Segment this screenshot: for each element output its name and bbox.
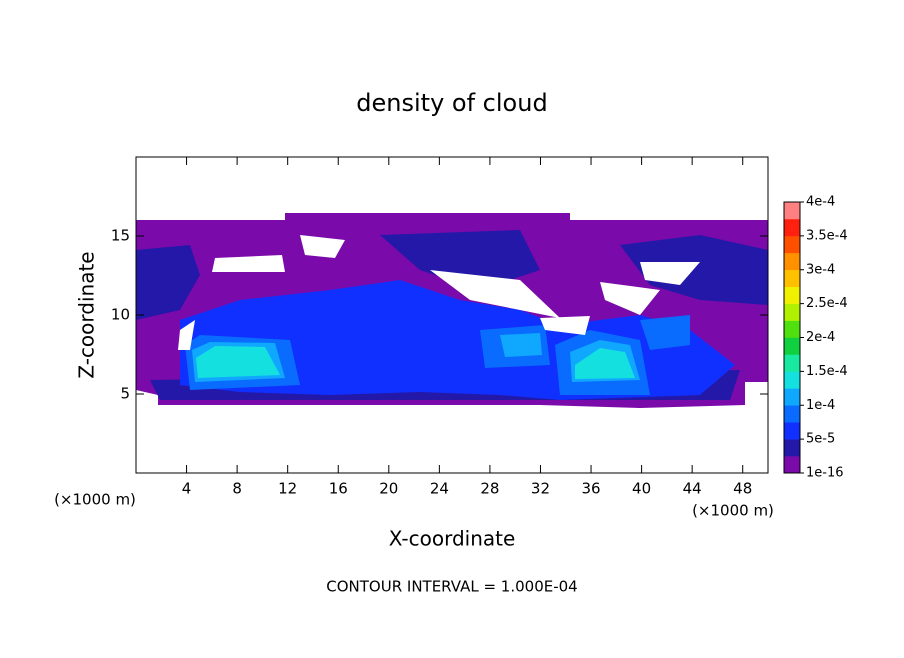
axes: 4 8 12 16 20 24 28 32 36 40 44 48510151e-165e-51e-4…: [111, 157, 848, 498]
colorbar-label: 2e-4: [806, 330, 835, 345]
cloud-region: [192, 333, 640, 382]
colorbar-band: [784, 439, 800, 457]
x-tick-label: 20: [379, 480, 398, 498]
colorbar-band: [784, 218, 800, 237]
colorbar-band: [784, 269, 800, 287]
colorbar-label: 3.5e-4: [806, 228, 848, 243]
colorbar-band: [784, 422, 800, 440]
colorbar-band: [784, 337, 800, 355]
x-tick-label: 8: [232, 480, 242, 498]
y-axis-title: Z-coordinate: [75, 251, 99, 378]
x-axis-title: X-coordinate: [389, 527, 516, 551]
x-tick-label: 4: [182, 480, 192, 498]
footnote: CONTOUR INTERVAL = 1.000E-04: [326, 578, 577, 596]
chart-title: density of cloud: [356, 89, 547, 117]
colorbar-band: [784, 405, 800, 423]
x-tick-label: 24: [430, 480, 449, 498]
colorbar-label: 1e-16: [806, 466, 844, 481]
x-tick-label: 32: [531, 480, 550, 498]
cloud-region: [196, 346, 635, 379]
y-tick-label: 10: [111, 306, 130, 324]
cloud-region: [185, 315, 690, 395]
colorbar-band: [784, 252, 800, 271]
colorbar-band: [784, 235, 800, 254]
x-tick-label: 28: [480, 480, 499, 498]
colorbar-label: 1.5e-4: [806, 364, 848, 379]
colorbar-label: 4e-4: [806, 195, 835, 210]
y-tick-label: 15: [111, 227, 130, 245]
y-tick-label: 5: [120, 385, 130, 403]
colorbar-band: [784, 354, 800, 372]
colorbar-label: 5e-5: [806, 432, 835, 447]
colorbar-band: [784, 286, 800, 304]
colorbar-label: 3e-4: [806, 262, 835, 277]
x-tick-label: 48: [733, 480, 752, 498]
colorbar-band: [784, 456, 800, 474]
y-unit-label: (×1000 m): [54, 491, 136, 509]
cloud-gap: [178, 235, 700, 350]
x-tick-label: 40: [632, 480, 651, 498]
x-tick-label: 44: [683, 480, 702, 498]
colorbar-label: 1e-4: [806, 398, 835, 413]
colorbar-label: 2.5e-4: [806, 296, 848, 311]
colorbar-band: [784, 303, 800, 321]
colorbar-band: [784, 371, 800, 389]
x-tick-label: 12: [278, 480, 297, 498]
colorbar-band: [784, 320, 800, 338]
colorbar-band: [784, 202, 800, 220]
x-tick-label: 36: [581, 480, 600, 498]
contour-field: [136, 213, 768, 408]
x-tick-label: 16: [329, 480, 348, 498]
x-unit-label: (×1000 m): [692, 502, 774, 520]
colorbar-band: [784, 388, 800, 406]
